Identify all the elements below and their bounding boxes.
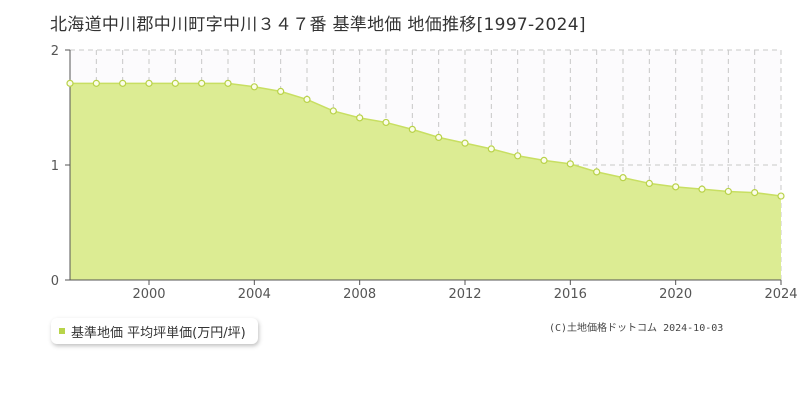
data-point <box>461 139 469 147</box>
legend-label: 基準地価 平均坪単価(万円/坪) <box>71 325 246 341</box>
copyright: (C)土地価格ドットコム 2024-10-03 <box>549 323 724 334</box>
x-tick-label: 2004 <box>238 287 271 302</box>
x-tick-label: 2016 <box>554 287 587 302</box>
y-tick-label: 2 <box>51 44 59 59</box>
data-point <box>119 79 127 87</box>
chart-title: 北海道中川郡中川町字中川３４７番 基準地価 地価推移[1997-2024] <box>50 15 586 35</box>
y-tick-label: 0 <box>51 274 59 289</box>
data-point <box>698 185 706 193</box>
data-point <box>514 152 522 160</box>
data-point <box>198 79 206 87</box>
data-point <box>751 189 759 197</box>
x-tick-label: 2008 <box>343 287 376 302</box>
x-tick-label: 2024 <box>764 287 797 302</box>
data-point <box>329 107 337 115</box>
data-point <box>171 79 179 87</box>
legend-marker <box>59 328 65 334</box>
data-point <box>408 125 416 133</box>
data-point <box>645 179 653 187</box>
data-point <box>619 174 627 182</box>
data-point <box>540 156 548 164</box>
data-point <box>724 187 732 196</box>
series-area <box>70 83 781 280</box>
data-point <box>382 118 390 127</box>
data-point <box>92 79 100 87</box>
series-line <box>70 82 782 197</box>
data-point <box>277 87 285 96</box>
data-point <box>777 192 785 200</box>
data-point <box>224 79 232 87</box>
x-tick-label: 2012 <box>448 287 481 302</box>
data-point <box>303 95 311 104</box>
data-point <box>487 145 495 153</box>
data-point <box>566 160 574 168</box>
data-point <box>145 79 153 87</box>
legend: 基準地価 平均坪単価(万円/坪) <box>51 318 258 344</box>
y-tick-label: 1 <box>51 159 59 174</box>
data-point <box>435 133 443 141</box>
data-point <box>593 168 601 176</box>
data-point <box>356 114 364 122</box>
data-point <box>250 83 258 91</box>
x-tick-label: 2000 <box>132 287 165 302</box>
x-tick-label: 2020 <box>659 287 692 302</box>
data-point <box>672 183 680 191</box>
data-point <box>66 79 74 87</box>
